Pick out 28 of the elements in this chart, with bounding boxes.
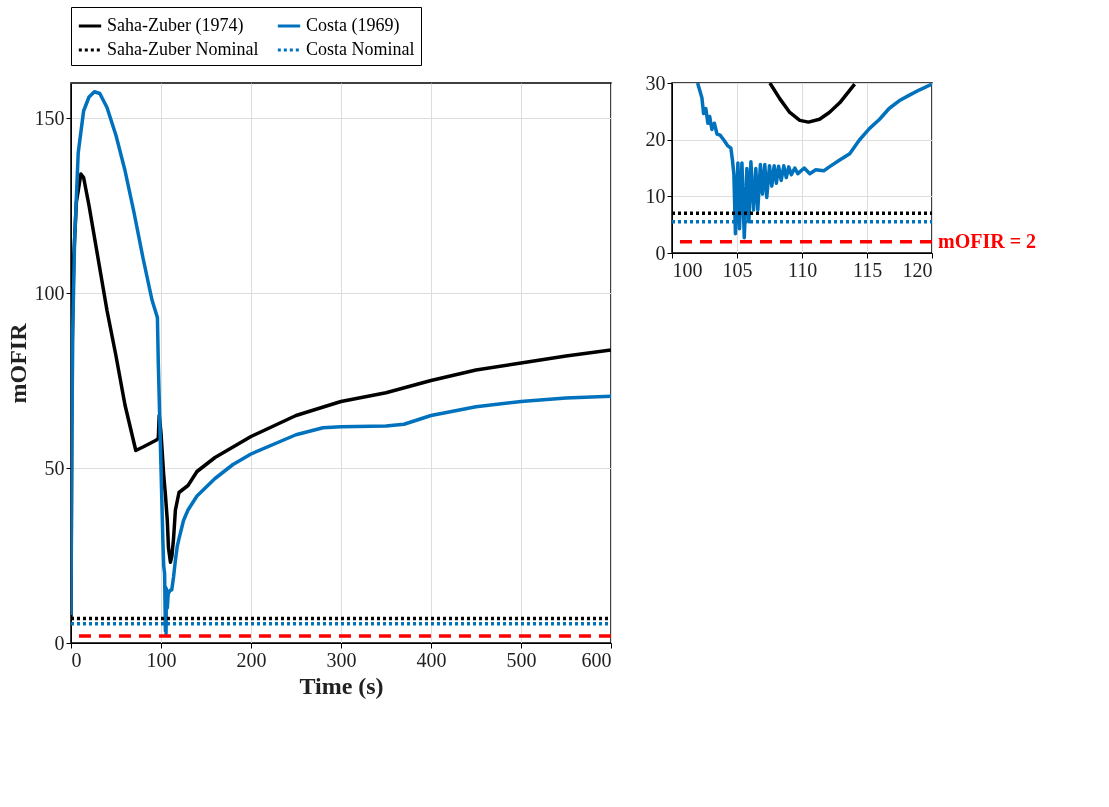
legend-label: Saha-Zuber Nominal: [107, 39, 259, 59]
y-tick-label: 100: [34, 281, 65, 304]
legend-label: Costa (1969): [306, 15, 400, 36]
x-tick-label: 0: [71, 648, 82, 671]
x-axis-title: Time (s): [299, 672, 384, 699]
x-tick-label: 600: [581, 648, 612, 671]
y-axis-title: mOFIR: [4, 322, 31, 404]
legend-label: Saha-Zuber (1974): [107, 15, 244, 36]
x-tick-label: 105: [722, 258, 753, 281]
y-tick-label: 0: [655, 241, 666, 264]
y-tick-label: 10: [645, 184, 666, 207]
x-tick-label: 500: [506, 648, 537, 671]
x-tick-label: 120: [902, 258, 933, 281]
x-tick-label: 400: [416, 648, 447, 671]
y-tick-label: 150: [34, 106, 65, 129]
y-tick-label: 0: [54, 631, 65, 654]
x-tick-label: 100: [672, 258, 703, 281]
y-tick-label: 20: [645, 128, 666, 151]
y-tick-label: 50: [44, 456, 65, 479]
x-tick-label: 100: [146, 648, 177, 671]
x-tick-label: 300: [326, 648, 357, 671]
x-tick-label: 115: [852, 258, 883, 281]
ref-line-label: mOFIR = 2: [938, 229, 1037, 252]
line-series: [71, 90, 611, 636]
x-tick-label: 110: [787, 258, 818, 281]
legend-label: Costa Nominal: [306, 39, 415, 59]
x-tick-label: 200: [236, 648, 267, 671]
y-tick-label: 30: [645, 71, 666, 94]
